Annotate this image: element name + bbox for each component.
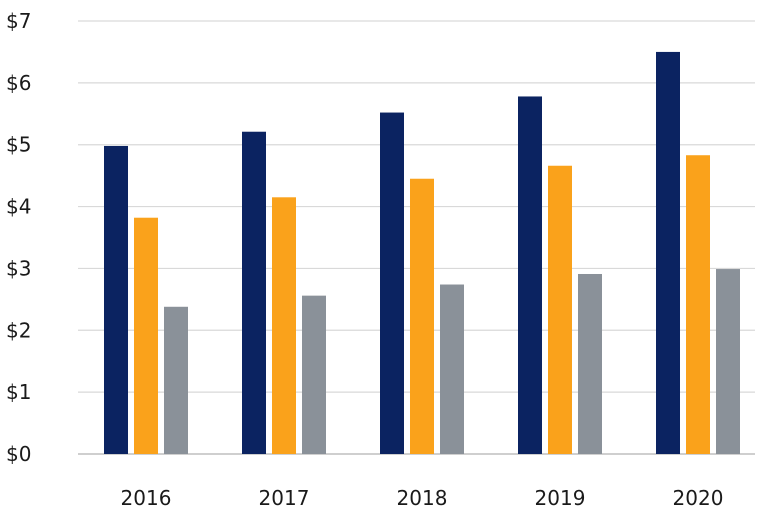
y-tick-label: $1 [6,380,31,404]
x-tick-label: 2019 [535,486,586,510]
y-tick-label: $6 [6,71,31,95]
y-tick-label: $7 [6,9,31,33]
bar-2017-series-1 [242,131,266,454]
bar-2019-series-3 [578,273,602,454]
bar-2016-series-3 [164,306,188,454]
y-tick-label: $2 [6,318,31,342]
y-tick-label: $5 [6,133,31,157]
bar-2018-series-1 [380,112,404,454]
x-tick-label: 2020 [673,486,724,510]
y-axis-tick-labels: $0 $1 $2 $3 $4 $5 $6 $7 [6,9,31,466]
x-tick-label: 2017 [259,486,310,510]
bar-2016-series-2 [134,217,158,454]
bar-2018-series-2 [410,178,434,454]
bars [104,51,740,455]
x-tick-label: 2016 [121,486,172,510]
bar-2020-series-2 [686,155,710,455]
bar-2020-series-3 [716,269,740,454]
bar-2019-series-1 [518,96,542,455]
y-tick-label: $3 [6,256,31,280]
bar-2018-series-3 [440,284,464,454]
x-tick-label: 2018 [397,486,448,510]
bar-2017-series-2 [272,197,296,455]
x-axis-tick-labels: 2016 2017 2018 2019 2020 [121,486,724,510]
y-tick-label: $0 [6,442,31,466]
bar-2019-series-2 [548,165,572,454]
bar-2017-series-3 [302,295,326,454]
bar-2020-series-1 [656,51,680,455]
bar-2016-series-1 [104,145,128,455]
y-tick-label: $4 [6,195,31,219]
